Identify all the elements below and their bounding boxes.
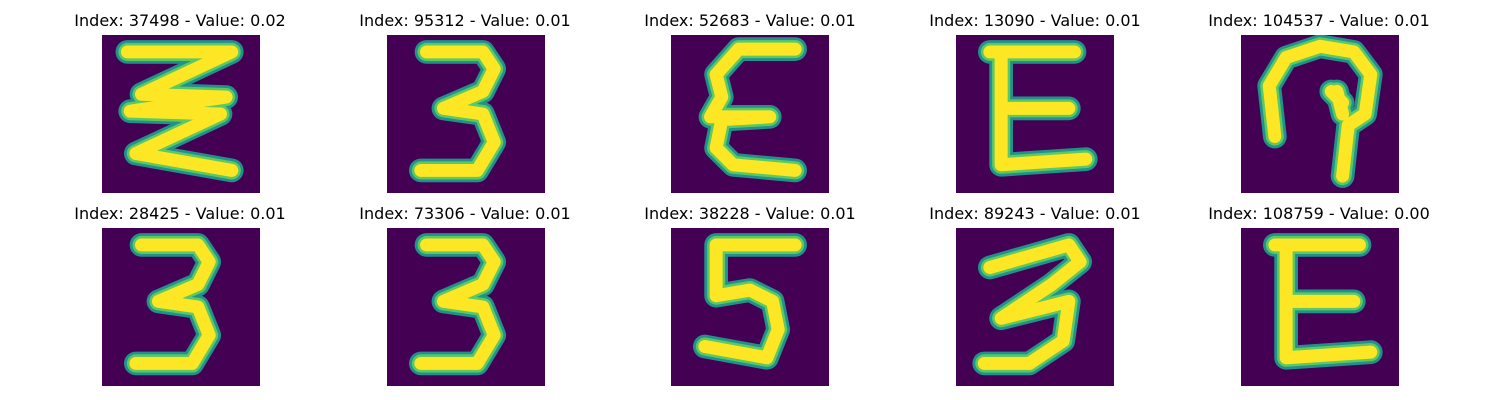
- panel-title: Index: 104537 - Value: 0.01: [1208, 11, 1430, 30]
- digit-stroke-layer-2: [414, 45, 501, 177]
- digit-stroke-layer-2: [129, 238, 216, 370]
- digit-image: [671, 35, 829, 193]
- digit-glyph: [1241, 228, 1399, 386]
- panel-title: Index: 95312 - Value: 0.01: [359, 11, 571, 30]
- digit-stroke-layer-2: [120, 45, 239, 177]
- panel-title: Index: 13090 - Value: 0.01: [929, 11, 1141, 30]
- digit-glyph: [102, 35, 260, 193]
- digit-stroke-layer-2: [1262, 39, 1378, 183]
- digit-glyph: [102, 228, 260, 386]
- panel-title: Index: 38228 - Value: 0.01: [644, 204, 856, 223]
- digit-glyph: [956, 228, 1114, 386]
- digit-image: [387, 228, 545, 386]
- panel-title: Index: 37498 - Value: 0.02: [74, 11, 286, 30]
- digit-glyph: [956, 35, 1114, 193]
- digit-glyph: [1241, 35, 1399, 193]
- panel-title: Index: 108759 - Value: 0.00: [1208, 204, 1430, 223]
- digit-stroke-layer-2: [704, 42, 802, 177]
- digit-image: [102, 228, 260, 386]
- panel-title: Index: 89243 - Value: 0.01: [929, 204, 1141, 223]
- panel-title: Index: 52683 - Value: 0.01: [644, 11, 856, 30]
- digit-image: [1241, 35, 1399, 193]
- digit-image: [1241, 228, 1399, 386]
- panel-title: Index: 73306 - Value: 0.01: [359, 204, 571, 223]
- digit-image: [387, 35, 545, 193]
- digit-image: [102, 35, 260, 193]
- digit-stroke-layer-2: [1268, 238, 1378, 365]
- digit-glyph: [387, 35, 545, 193]
- digit-stroke-layer-2: [414, 238, 501, 370]
- digit-glyph: [671, 35, 829, 193]
- digit-stroke-layer-2: [977, 238, 1087, 370]
- digit-image: [956, 35, 1114, 193]
- digit-glyph: [671, 228, 829, 386]
- digit-image: [956, 228, 1114, 386]
- digit-stroke-layer-2: [983, 45, 1093, 172]
- digit-stroke-layer-2: [698, 238, 802, 365]
- digit-image: [671, 228, 829, 386]
- digit-glyph: [387, 228, 545, 386]
- panel-title: Index: 28425 - Value: 0.01: [74, 204, 286, 223]
